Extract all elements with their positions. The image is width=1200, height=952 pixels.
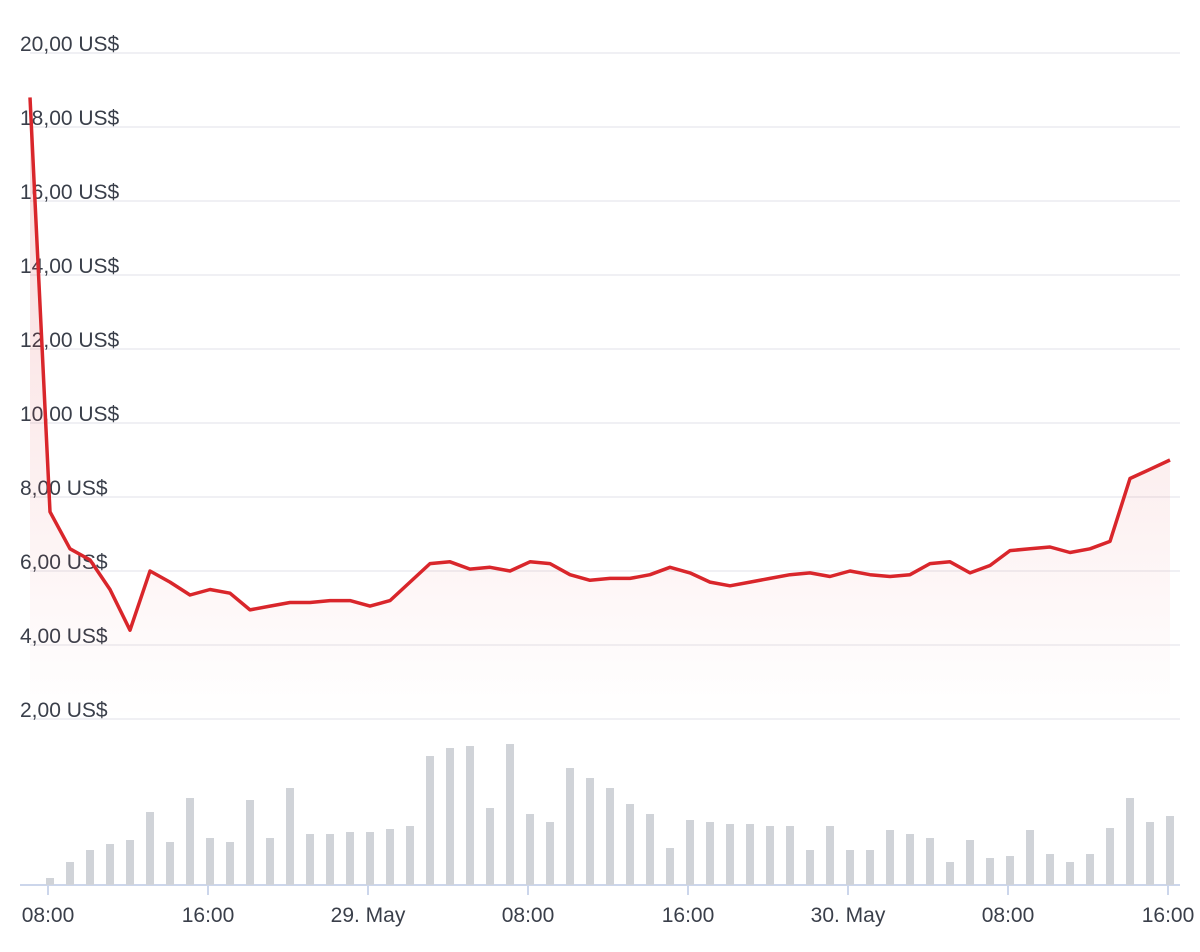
x-tick-label: 08:00: [982, 904, 1035, 927]
volume-bar: [706, 822, 714, 885]
price-area: [30, 97, 1170, 719]
volume-bar: [306, 834, 314, 885]
price-line: [28, 97, 1171, 632]
y-tick-label: 16,00 US$: [20, 181, 120, 204]
volume-bar: [1046, 854, 1054, 885]
volume-bar: [166, 842, 174, 885]
volume-bar: [406, 826, 414, 885]
volume-bar: [686, 820, 694, 885]
volume-bar: [1006, 856, 1014, 885]
volume-bar: [766, 826, 774, 885]
volume-bar: [666, 848, 674, 885]
volume-bar: [1106, 828, 1114, 885]
volume-bar: [46, 878, 54, 885]
volume-bar: [426, 756, 434, 885]
volume-bar: [486, 808, 494, 885]
volume-bar: [206, 838, 214, 885]
volume-bar: [886, 830, 894, 885]
volume-bar: [446, 748, 454, 885]
x-tick-label: 16:00: [1142, 904, 1195, 927]
volume-bar: [66, 862, 74, 885]
volume-bar: [466, 746, 474, 885]
volume-bar: [786, 826, 794, 885]
x-tick-label: 08:00: [502, 904, 555, 927]
volume-bar: [1126, 798, 1134, 885]
volume-bar: [646, 814, 654, 885]
volume-bar: [946, 862, 954, 885]
volume-bar: [266, 838, 274, 885]
volume-bar: [1066, 862, 1074, 885]
x-tick-label: 30. May: [811, 904, 886, 927]
x-tick-label: 08:00: [22, 904, 75, 927]
x-tick-label: 29. May: [331, 904, 406, 927]
volume-bar: [1086, 854, 1094, 885]
volume-bar: [1146, 822, 1154, 885]
volume-bar: [826, 826, 834, 885]
volume-bar: [726, 824, 734, 885]
volume-bar: [286, 788, 294, 885]
volume-bar: [1026, 830, 1034, 885]
volume-bar: [226, 842, 234, 885]
volume-bar: [746, 824, 754, 885]
volume-bar: [546, 822, 554, 885]
x-tick-label: 16:00: [182, 904, 235, 927]
volume-bar: [846, 850, 854, 885]
volume-bar: [506, 744, 514, 885]
volume-bar: [1166, 816, 1174, 885]
volume-bar: [606, 788, 614, 885]
volume-bar: [526, 814, 534, 885]
y-tick-label: 12,00 US$: [20, 329, 120, 352]
volume-bar: [966, 840, 974, 885]
volume-bar: [566, 768, 574, 885]
volume-bar: [806, 850, 814, 885]
y-tick-label: 14,00 US$: [20, 255, 120, 278]
x-tick-label: 16:00: [662, 904, 715, 927]
volume-bar: [626, 804, 634, 885]
volume-bar: [246, 800, 254, 885]
volume-bar: [586, 778, 594, 885]
volume-bar: [906, 834, 914, 885]
y-tick-label: 20,00 US$: [20, 33, 120, 56]
y-tick-label: 18,00 US$: [20, 107, 120, 130]
volume-bar: [986, 858, 994, 885]
volume-bar: [86, 850, 94, 885]
volume-bar: [346, 832, 354, 885]
volume-bar: [186, 798, 194, 885]
volume-bar: [386, 829, 394, 885]
volume-bar: [126, 840, 134, 885]
volume-bar: [866, 850, 874, 885]
volume-bar: [146, 812, 154, 885]
volume-bar: [926, 838, 934, 885]
volume-bar: [326, 834, 334, 885]
volume-bar: [366, 832, 374, 885]
volume-bar: [106, 844, 114, 885]
